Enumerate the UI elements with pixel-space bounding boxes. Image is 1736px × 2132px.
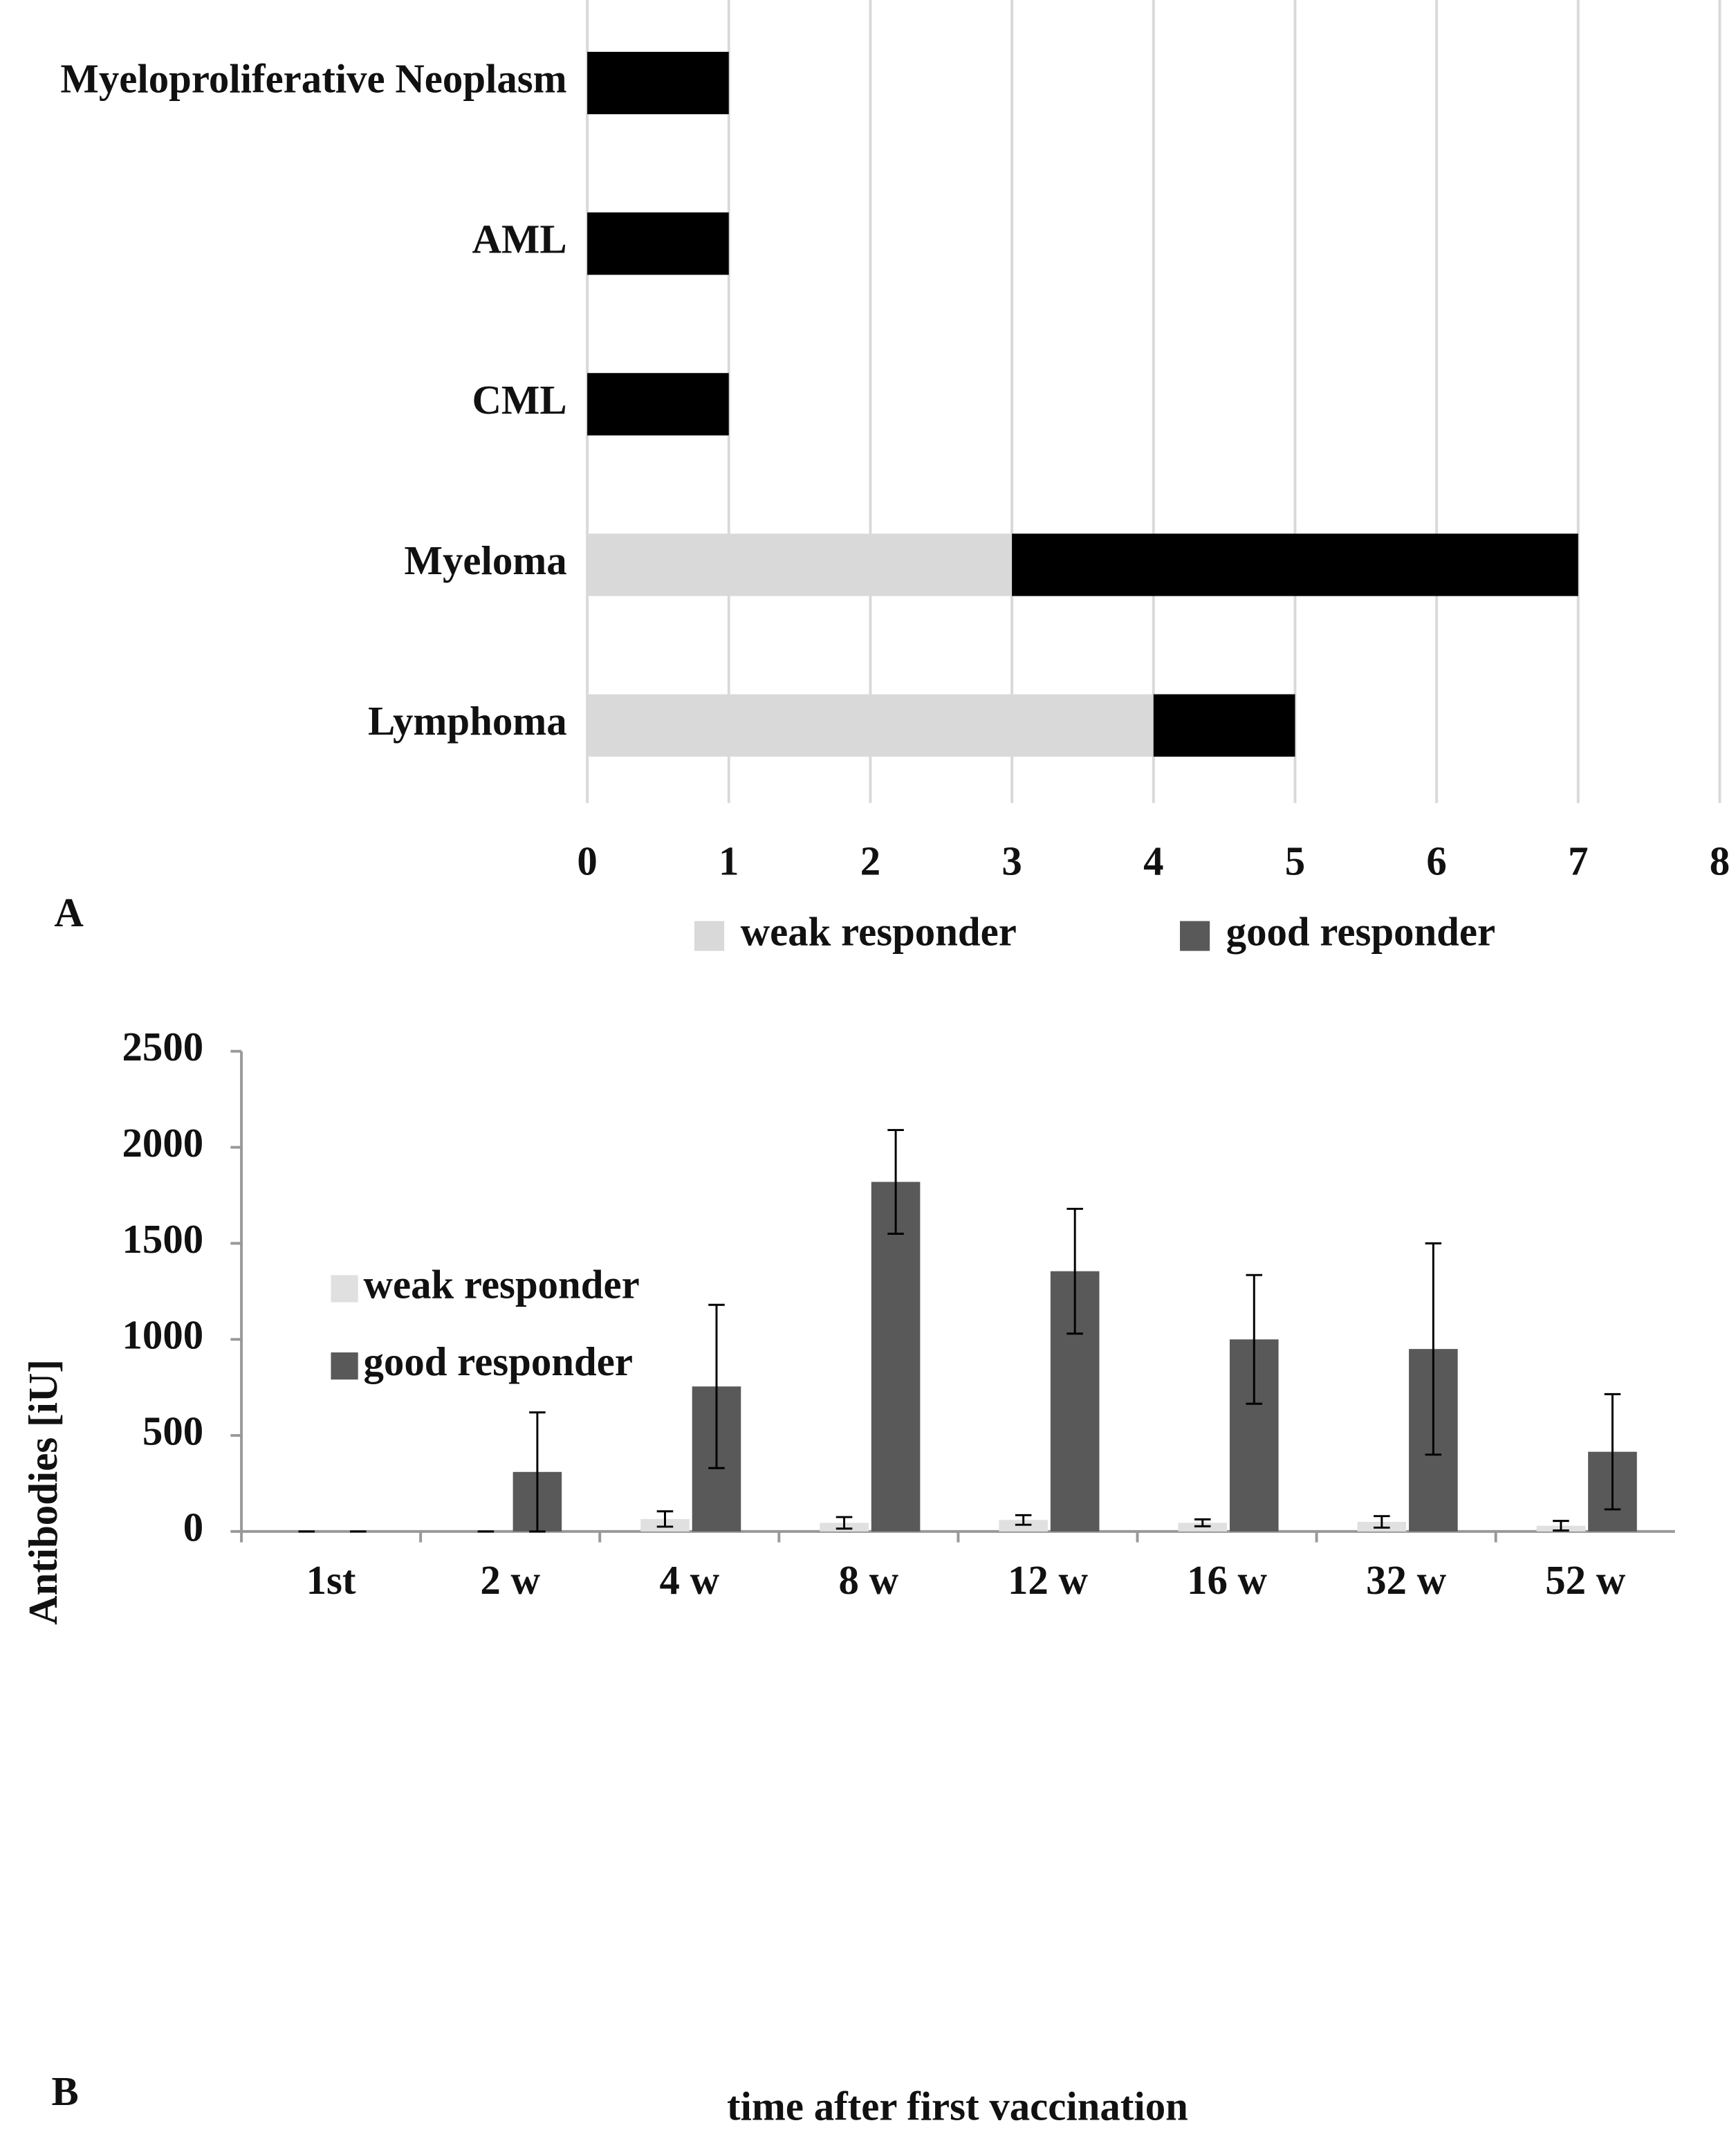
- x-tick-label: 4: [1143, 839, 1163, 884]
- x-tick-label: 52 w: [1545, 1558, 1626, 1603]
- x-tick-label: 6: [1426, 839, 1446, 884]
- y-axis-title: Antibodies [iU]: [21, 1359, 66, 1625]
- x-tick-label: 3: [1001, 839, 1022, 884]
- bar: [871, 1182, 921, 1532]
- error-bar: [887, 1129, 904, 1235]
- x-tick-label: 5: [1285, 839, 1305, 884]
- x-axis-title: time after first vaccination: [727, 2084, 1188, 2129]
- legend-swatch: [331, 1275, 358, 1303]
- y-tick-label: 500: [142, 1409, 203, 1454]
- legend-label: weak responder: [741, 910, 1017, 955]
- x-tick-label: 16 w: [1187, 1558, 1268, 1603]
- bar: [1153, 694, 1295, 757]
- bar: [1012, 533, 1578, 596]
- y-tick-label: AML: [472, 217, 566, 262]
- y-tick-label: 2500: [122, 1024, 204, 1069]
- legend-swatch: [1180, 921, 1210, 951]
- x-tick-label: 1: [719, 839, 739, 884]
- y-tick-label: CML: [472, 378, 566, 423]
- bar: [587, 212, 729, 275]
- error-bar: [656, 1510, 674, 1528]
- panel-label: B: [52, 2069, 79, 2114]
- x-tick-label: 4 w: [659, 1558, 719, 1603]
- y-tick-label: Lymphoma: [368, 699, 567, 744]
- y-tick-label: Myeloma: [405, 538, 567, 583]
- x-tick-label: 8: [1710, 839, 1730, 884]
- x-tick-label: 7: [1568, 839, 1588, 884]
- error-bar: [1604, 1393, 1621, 1511]
- x-tick-label: 0: [577, 839, 597, 884]
- x-tick-label: 2 w: [480, 1558, 540, 1603]
- legend-swatch: [331, 1352, 358, 1380]
- y-tick-label: 0: [183, 1505, 203, 1550]
- x-tick-label: 1st: [306, 1558, 356, 1603]
- x-tick-label: 8 w: [839, 1558, 899, 1603]
- bar: [587, 51, 729, 115]
- y-tick-label: 2000: [122, 1121, 204, 1166]
- error-bar: [1194, 1518, 1211, 1527]
- error-bar: [708, 1303, 725, 1469]
- legend-swatch: [694, 921, 725, 951]
- panel-label: A: [54, 890, 84, 935]
- bar: [587, 533, 1013, 596]
- x-tick-label: 2: [860, 839, 880, 884]
- error-bar: [1015, 1514, 1032, 1526]
- x-tick-label: 12 w: [1008, 1558, 1089, 1603]
- y-tick-label: 1500: [122, 1217, 204, 1262]
- error-bar: [1425, 1242, 1442, 1456]
- bar: [587, 694, 1154, 757]
- y-tick-label: 1000: [122, 1313, 204, 1358]
- error-bar: [1246, 1274, 1263, 1405]
- error-bar: [1374, 1515, 1390, 1529]
- error-bar: [529, 1411, 546, 1533]
- legend-label: good responder: [364, 1339, 633, 1384]
- legend-label: good responder: [1226, 910, 1495, 955]
- bar: [587, 373, 729, 436]
- error-bar: [1553, 1520, 1569, 1532]
- x-tick-label: 32 w: [1366, 1558, 1447, 1603]
- legend-label: weak responder: [364, 1262, 640, 1307]
- error-bar: [1066, 1207, 1083, 1335]
- y-tick-label: Myeloproliferative Neoplasm: [60, 57, 566, 102]
- error-bar: [835, 1516, 853, 1530]
